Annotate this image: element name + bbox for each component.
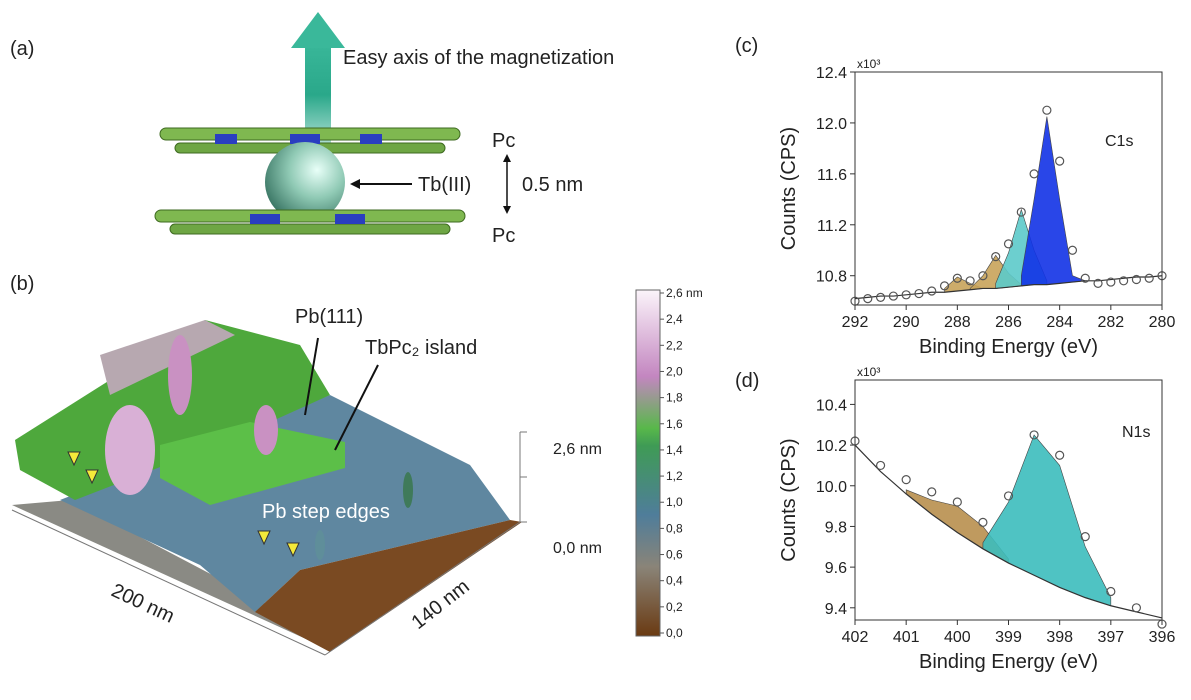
x-tick-label: 398 bbox=[1046, 629, 1073, 646]
data-point bbox=[1043, 106, 1051, 114]
colorbar-tick-label: 0,8 bbox=[666, 521, 683, 535]
x-tick-label: 290 bbox=[893, 314, 920, 331]
colorbar-tick-label: 0,2 bbox=[666, 600, 683, 614]
y-axis-label: Counts (CPS) bbox=[778, 127, 800, 250]
y-tick-label: 10.8 bbox=[816, 269, 847, 286]
data-point bbox=[928, 488, 936, 496]
colorbar-tick-label: 1,8 bbox=[666, 391, 683, 405]
multiplier: x10³ bbox=[857, 365, 880, 379]
data-point bbox=[877, 461, 885, 469]
colorbar-tick-label: 1,6 bbox=[666, 417, 683, 431]
colorbar-tick-label: 2,6 nm bbox=[666, 286, 703, 300]
distance-label: 0.5 nm bbox=[522, 174, 583, 196]
x-tick-label: 401 bbox=[893, 629, 920, 646]
data-point bbox=[902, 476, 910, 484]
ion-pointer-head bbox=[350, 179, 360, 189]
data-point bbox=[1068, 246, 1076, 254]
ion-label: Tb(III) bbox=[418, 174, 471, 196]
y-tick-label: 11.6 bbox=[817, 167, 847, 184]
x-tick-label: 284 bbox=[1046, 314, 1073, 331]
data-point bbox=[979, 518, 987, 526]
island-label: TbPc₂ island bbox=[365, 337, 477, 359]
data-point bbox=[1056, 451, 1064, 459]
distance-arrow-head bbox=[503, 154, 511, 162]
y-tick-label: 9.6 bbox=[825, 560, 847, 577]
peak-area bbox=[1021, 117, 1085, 286]
data-point bbox=[928, 287, 936, 295]
panel-label: (d) bbox=[735, 370, 759, 392]
data-point bbox=[1030, 170, 1038, 178]
data-point bbox=[953, 498, 961, 506]
figure: (a) Easy axis of the magnetization Tb(II… bbox=[0, 0, 1191, 695]
step-edge-label: Pb step edges bbox=[262, 501, 390, 523]
y-tick-label: 10.4 bbox=[816, 397, 847, 414]
y-tick-label: 9.8 bbox=[825, 519, 847, 536]
y-tick-label: 10.2 bbox=[816, 438, 847, 455]
y-tick-label: 11.2 bbox=[817, 218, 847, 235]
peak-label: C1s bbox=[1105, 133, 1133, 150]
distance-arrow-head bbox=[503, 206, 511, 214]
colorbar-tick-label: 0,4 bbox=[666, 574, 683, 588]
data-point bbox=[1056, 157, 1064, 165]
multiplier: x10³ bbox=[857, 57, 880, 71]
y-axis-label: Counts (CPS) bbox=[778, 438, 800, 561]
panel-label: (b) bbox=[10, 273, 34, 295]
x-tick-label: 288 bbox=[944, 314, 971, 331]
z-bottom-label: 0,0 nm bbox=[553, 540, 602, 557]
x-tick-label: 396 bbox=[1149, 629, 1176, 646]
x-tick-label: 282 bbox=[1097, 314, 1124, 331]
z-top-label: 2,6 nm bbox=[553, 441, 602, 458]
colorbar-tick-label: 1,0 bbox=[666, 495, 683, 509]
x-tick-label: 402 bbox=[842, 629, 869, 646]
y-tick-label: 9.4 bbox=[825, 601, 847, 618]
colorbar-tick-label: 0,0 bbox=[666, 626, 683, 640]
colorbar-tick-label: 1,2 bbox=[666, 469, 683, 483]
axis-arrow-head bbox=[291, 12, 345, 48]
peak-area bbox=[983, 435, 1111, 606]
x-tick-label: 280 bbox=[1149, 314, 1176, 331]
y-tick-label: 12.0 bbox=[816, 116, 847, 133]
x-tick-label: 286 bbox=[995, 314, 1022, 331]
data-point bbox=[864, 295, 872, 303]
y-tick-label: 10.0 bbox=[816, 479, 847, 496]
x-axis-label: Binding Energy (eV) bbox=[919, 651, 1098, 673]
colorbar-tick-label: 0,6 bbox=[666, 548, 683, 562]
colorbar-tick-label: 2,0 bbox=[666, 364, 683, 378]
x-tick-label: 399 bbox=[995, 629, 1022, 646]
colorbar-tick-label: 2,4 bbox=[666, 312, 683, 326]
arrow-label: Easy axis of the magnetization bbox=[343, 47, 614, 69]
x-axis-label: Binding Energy (eV) bbox=[919, 336, 1098, 358]
peak-label: N1s bbox=[1122, 424, 1150, 441]
colorbar-tick-label: 1,4 bbox=[666, 443, 683, 457]
x-tick-label: 292 bbox=[842, 314, 869, 331]
panel-label: (c) bbox=[735, 35, 758, 57]
colorbar-tick-label: 2,2 bbox=[666, 338, 683, 352]
charts: (c) C1s x10³ Binding Energy (eV) Counts (CPS… bbox=[735, 35, 1175, 673]
x-size-label: 200 nm bbox=[108, 580, 178, 628]
terrace-label: Pb(111) bbox=[295, 306, 363, 328]
bottom-ligand-label: Pc bbox=[492, 225, 515, 247]
x-tick-label: 400 bbox=[944, 629, 971, 646]
y-tick-label: 12.4 bbox=[816, 65, 847, 82]
data-point bbox=[1145, 274, 1153, 282]
data-point bbox=[1081, 533, 1089, 541]
data-point bbox=[1132, 604, 1140, 612]
x-tick-label: 397 bbox=[1097, 629, 1124, 646]
panel-label: (a) bbox=[10, 38, 34, 60]
top-ligand-label: Pc bbox=[492, 130, 515, 152]
colorbar-ticks: 2,6 nm 2,4 2,2 2,0 1,8 1,6 1,4 1,2 1,0 0,8 0,6 0,4 0… bbox=[660, 286, 703, 640]
data-point bbox=[877, 293, 885, 301]
bottom-ligand bbox=[155, 210, 465, 234]
colorbar bbox=[636, 290, 660, 636]
